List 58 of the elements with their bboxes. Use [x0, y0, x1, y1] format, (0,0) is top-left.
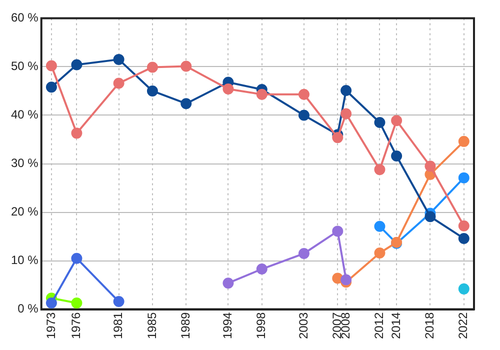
point [374, 164, 386, 176]
y-tick-label: 0 % [18, 302, 39, 316]
point [146, 85, 158, 96]
point [256, 88, 268, 100]
point [71, 59, 82, 70]
point [424, 160, 436, 172]
point [458, 136, 470, 147]
x-tick-label: 1989 [178, 312, 192, 340]
point [458, 283, 470, 294]
x-tick-label: 2014 [388, 312, 403, 340]
point [458, 220, 470, 232]
point [180, 60, 192, 72]
y-tick-label: 60 % [10, 10, 39, 25]
point [374, 248, 386, 259]
y-tick-label: 30 % [10, 156, 39, 170]
x-tick-label: 1985 [144, 312, 159, 340]
point [113, 54, 124, 65]
point [332, 226, 344, 237]
point [374, 220, 386, 232]
point [46, 82, 57, 93]
y-tick-label: 40 % [10, 108, 39, 122]
point [458, 172, 470, 184]
x-tick-label: 1973 [44, 312, 58, 340]
point [180, 98, 192, 110]
point [298, 248, 310, 260]
point [113, 78, 124, 89]
point [298, 88, 310, 100]
x-tick-label: 2012 [372, 312, 386, 340]
point [256, 264, 268, 275]
point [458, 232, 470, 244]
x-tick-label: 1994 [220, 312, 235, 340]
x-tick-label: 1981 [111, 312, 126, 340]
point [46, 60, 57, 72]
x-tick-label: 2003 [296, 312, 310, 340]
point [424, 211, 436, 222]
x-tick-label: 1976 [69, 312, 84, 340]
point [71, 128, 82, 139]
x-tick-label: 2022 [456, 312, 470, 340]
point [71, 298, 82, 308]
point [340, 274, 352, 286]
point [332, 132, 344, 144]
point [391, 115, 402, 126]
point [374, 117, 386, 128]
point [340, 108, 352, 120]
y-tick-label: 20 % [10, 204, 39, 219]
x-tick-label: 2018 [422, 312, 437, 340]
point [391, 150, 402, 162]
point [340, 84, 352, 96]
y-tick-label: 50 % [10, 59, 39, 74]
point [71, 252, 82, 264]
x-tick-label: 1998 [254, 312, 268, 340]
point [222, 84, 234, 95]
point [146, 62, 158, 73]
point [113, 296, 124, 308]
point [298, 110, 310, 121]
point [222, 278, 234, 289]
y-tick-label: 10 % [10, 253, 39, 268]
point [46, 298, 57, 308]
